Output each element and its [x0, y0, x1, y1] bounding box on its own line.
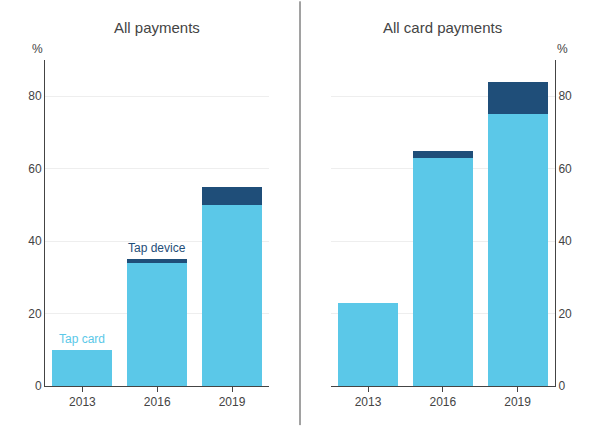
svg-text:2016: 2016 — [429, 395, 456, 409]
svg-text:20: 20 — [558, 307, 572, 321]
svg-text:2016: 2016 — [144, 395, 171, 409]
svg-text:60: 60 — [558, 162, 572, 176]
svg-text:Tap device: Tap device — [128, 241, 186, 255]
svg-text:40: 40 — [28, 234, 42, 248]
svg-text:All payments: All payments — [114, 19, 200, 36]
svg-text:80: 80 — [28, 89, 42, 103]
svg-text:40: 40 — [558, 234, 572, 248]
svg-text:Tap card: Tap card — [59, 332, 105, 346]
svg-text:60: 60 — [28, 162, 42, 176]
svg-text:0: 0 — [558, 379, 565, 393]
svg-text:20: 20 — [28, 307, 42, 321]
svg-text:2019: 2019 — [219, 395, 246, 409]
svg-text:80: 80 — [558, 89, 572, 103]
svg-text:2019: 2019 — [504, 395, 531, 409]
svg-text:%: % — [557, 42, 568, 56]
svg-text:%: % — [32, 42, 43, 56]
svg-text:2013: 2013 — [355, 395, 382, 409]
svg-text:2013: 2013 — [69, 395, 96, 409]
svg-text:All card payments: All card payments — [383, 19, 502, 36]
svg-text:0: 0 — [35, 379, 42, 393]
